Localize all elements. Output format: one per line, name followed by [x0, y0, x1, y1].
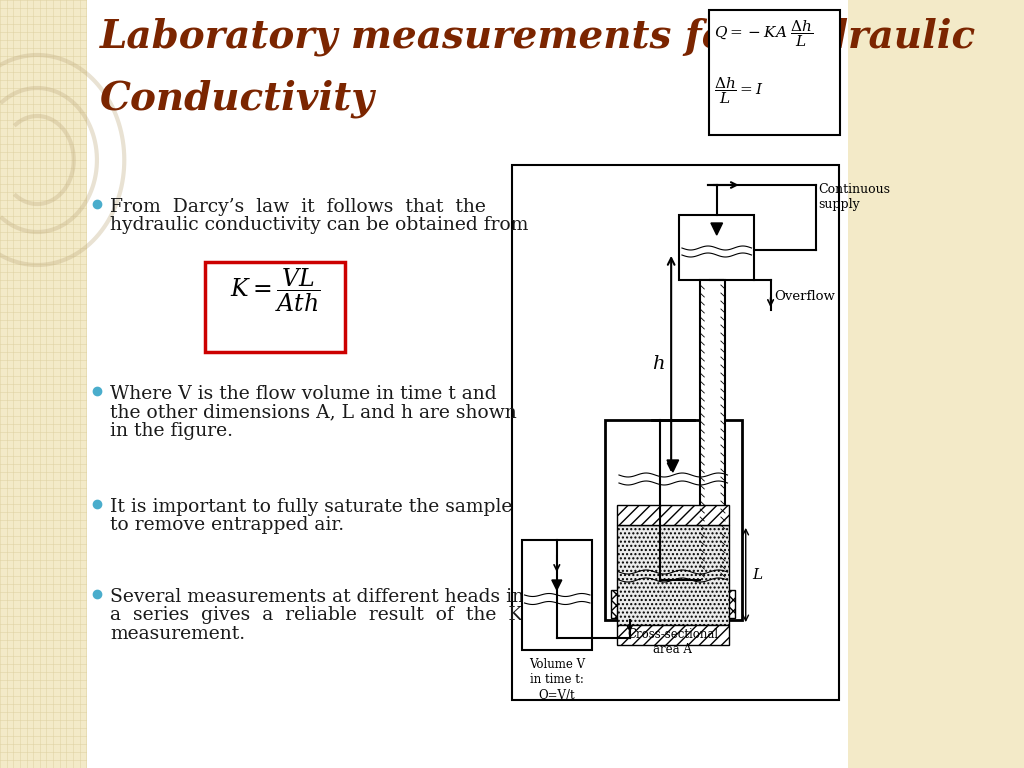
- Bar: [617, 525, 729, 625]
- Text: to remove entrapped air.: to remove entrapped air.: [111, 517, 344, 535]
- Polygon shape: [552, 580, 562, 590]
- Bar: [87, 0, 849, 768]
- Text: in the figure.: in the figure.: [111, 422, 233, 440]
- Text: measurement.: measurement.: [111, 625, 246, 643]
- Text: $Q = -KA\ \dfrac{\Delta h}{L}$: $Q = -KA\ \dfrac{\Delta h}{L}$: [715, 18, 814, 49]
- Text: L: L: [753, 568, 763, 582]
- Bar: [617, 505, 729, 525]
- Bar: [710, 10, 840, 135]
- Bar: [522, 540, 593, 650]
- Text: $K = \dfrac{VL}{Ath}$: $K = \dfrac{VL}{Ath}$: [229, 267, 321, 314]
- Text: Where V is the flow volume in time t and: Where V is the flow volume in time t and: [111, 385, 497, 403]
- Text: $\dfrac{\Delta h}{L} = I$: $\dfrac{\Delta h}{L} = I$: [715, 75, 764, 106]
- Bar: [512, 165, 840, 700]
- Text: Continuous
supply: Continuous supply: [818, 183, 891, 211]
- Text: Volume V
in time t:
Q=V/t: Volume V in time t: Q=V/t: [528, 658, 585, 701]
- Text: Cross-sectional
area A: Cross-sectional area A: [628, 628, 719, 656]
- Bar: [611, 590, 735, 618]
- Text: It is important to fully saturate the sample: It is important to fully saturate the sa…: [111, 498, 513, 516]
- Polygon shape: [667, 460, 679, 472]
- Bar: [617, 625, 729, 645]
- Bar: [206, 262, 345, 352]
- Text: From  Darcy’s  law  it  follows  that  the: From Darcy’s law it follows that the: [111, 198, 486, 216]
- Bar: [605, 420, 741, 620]
- Text: the other dimensions A, L and h are shown: the other dimensions A, L and h are show…: [111, 403, 517, 422]
- Text: hydraulic conductivity can be obtained from: hydraulic conductivity can be obtained f…: [111, 217, 528, 234]
- Bar: [700, 280, 725, 580]
- Text: Conductivity: Conductivity: [99, 80, 375, 118]
- Polygon shape: [711, 223, 723, 235]
- Text: Overflow: Overflow: [775, 290, 836, 303]
- Text: Laboratory measurements for Hydraulic: Laboratory measurements for Hydraulic: [99, 18, 976, 57]
- Text: h: h: [652, 355, 665, 373]
- Bar: [680, 215, 754, 280]
- Text: a  series  gives  a  reliable  result  of  the  K: a series gives a reliable result of the …: [111, 607, 522, 624]
- Text: Several measurements at different heads in: Several measurements at different heads …: [111, 588, 524, 606]
